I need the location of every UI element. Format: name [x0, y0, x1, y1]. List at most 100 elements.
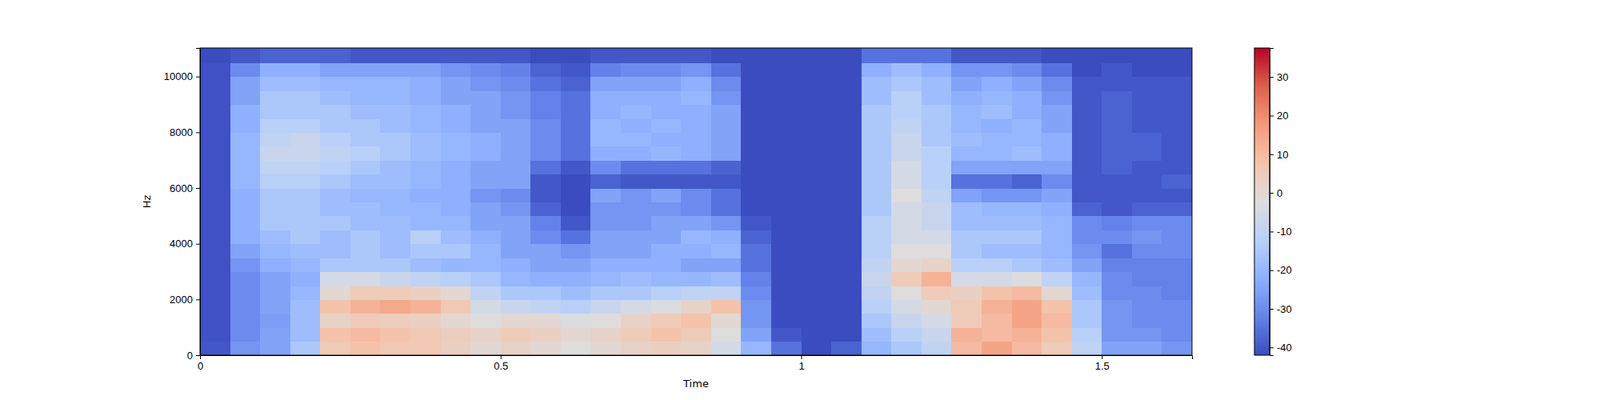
cell — [771, 104, 802, 120]
cell — [1132, 229, 1163, 244]
cell — [260, 299, 291, 314]
cell — [740, 285, 772, 300]
cell — [200, 104, 231, 120]
cell — [1072, 160, 1103, 175]
cell — [260, 174, 291, 189]
cell — [590, 244, 621, 259]
cell — [530, 257, 561, 272]
cell — [320, 299, 351, 314]
cell — [590, 48, 621, 64]
cell — [1012, 76, 1043, 92]
cell — [831, 160, 862, 175]
cell — [290, 201, 321, 216]
cell — [290, 132, 321, 147]
colorbar-tick: 0 — [1269, 187, 1283, 200]
cell — [500, 229, 532, 244]
cell — [680, 174, 712, 189]
cell — [801, 272, 832, 287]
cell — [711, 118, 742, 133]
cell — [861, 244, 892, 259]
cell — [921, 341, 952, 356]
cell — [1012, 188, 1043, 203]
cell — [891, 90, 922, 105]
x-tick-mark — [500, 355, 502, 360]
cell — [590, 341, 621, 356]
cell — [350, 132, 381, 147]
cell — [440, 90, 472, 105]
cell — [981, 341, 1012, 356]
cell — [500, 118, 532, 133]
cell — [1072, 272, 1103, 287]
cell — [711, 299, 742, 314]
cell — [981, 313, 1012, 328]
cell — [620, 327, 652, 342]
cell — [1101, 327, 1132, 342]
cell — [1012, 62, 1043, 77]
cell — [1132, 327, 1163, 342]
cell — [620, 341, 652, 356]
cell — [350, 244, 381, 259]
cell — [500, 244, 532, 259]
y-tick: 6000 — [169, 182, 200, 195]
cell — [530, 313, 561, 328]
cell — [560, 76, 592, 92]
cell — [440, 160, 472, 175]
cell — [350, 201, 381, 216]
cell — [560, 146, 592, 161]
cell — [350, 48, 381, 64]
cell — [801, 160, 832, 175]
cell — [290, 160, 321, 175]
cell — [380, 146, 411, 161]
cell — [320, 285, 351, 300]
cell — [680, 216, 712, 231]
cell — [260, 327, 291, 342]
cell — [260, 229, 291, 244]
cell — [1041, 201, 1072, 216]
cell — [560, 160, 592, 175]
cell — [891, 257, 922, 272]
x-tick: 0.5 — [493, 355, 508, 372]
cell — [440, 313, 472, 328]
cell — [771, 48, 802, 64]
cell — [290, 146, 321, 161]
cell — [560, 244, 592, 259]
cell — [380, 299, 411, 314]
cell — [530, 146, 561, 161]
cell — [680, 146, 712, 161]
colorbar-tick-label: 10 — [1276, 148, 1288, 160]
cell — [711, 244, 742, 259]
cell — [711, 160, 742, 175]
cell — [891, 285, 922, 300]
cell — [1072, 118, 1103, 133]
cell — [891, 201, 922, 216]
cell — [891, 229, 922, 244]
cell — [861, 90, 892, 105]
cell — [1101, 104, 1132, 120]
cell — [951, 216, 982, 231]
cell — [981, 285, 1012, 300]
cell — [801, 327, 832, 342]
cell — [320, 174, 351, 189]
cell — [921, 160, 952, 175]
cell — [861, 104, 892, 120]
cell — [1012, 216, 1043, 231]
x-axis-title: Time — [682, 377, 709, 390]
cell — [1132, 118, 1163, 133]
cell — [560, 216, 592, 231]
cell — [290, 216, 321, 231]
cell — [801, 104, 832, 120]
cell — [831, 90, 862, 105]
cell — [801, 216, 832, 231]
cell — [560, 299, 592, 314]
cell — [380, 285, 411, 300]
cell — [891, 48, 922, 64]
cell — [1072, 341, 1103, 356]
cell — [651, 299, 682, 314]
cell — [200, 146, 231, 161]
cell — [1101, 272, 1132, 287]
colorbar-tick-label: -10 — [1276, 225, 1292, 238]
cell — [200, 285, 231, 300]
cell — [350, 313, 381, 328]
cell — [590, 216, 621, 231]
cell — [831, 327, 862, 342]
